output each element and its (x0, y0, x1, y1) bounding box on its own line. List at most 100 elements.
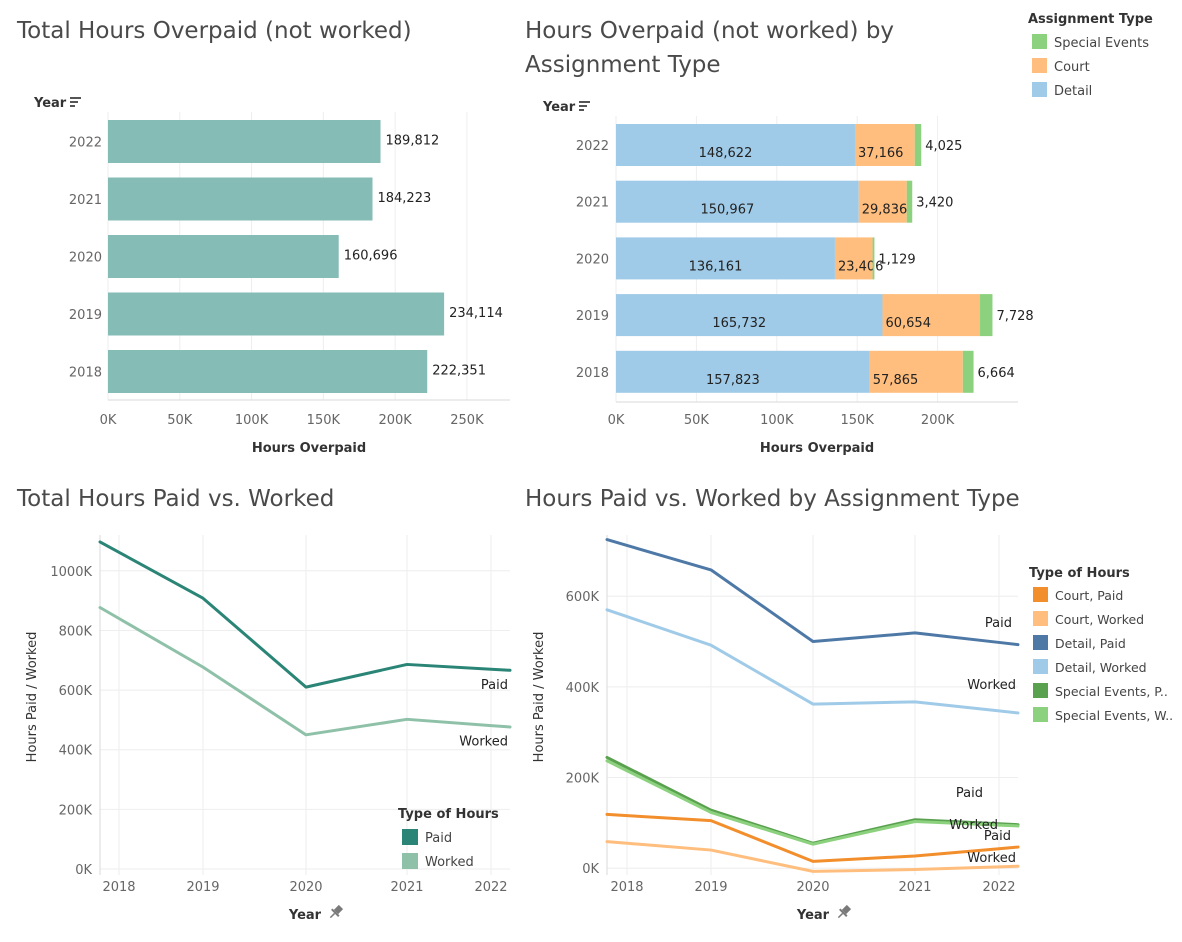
bar-segment (872, 237, 875, 280)
legend-swatch (1033, 635, 1048, 650)
bar (108, 292, 445, 336)
legend-label: Detail, Paid (1055, 636, 1126, 651)
segment-value-label: 7,728 (996, 309, 1033, 324)
y-tick-label: 2019 (69, 308, 102, 323)
legend-label: Special Events, W.. (1055, 708, 1173, 723)
chart-total-paid-vs-worked: Total Hours Paid vs. Worked 0K 200K 400K 600… (16, 486, 512, 923)
sort-icon[interactable] (579, 101, 590, 111)
legend-label: Court, Paid (1055, 588, 1123, 603)
bar-value-label: 222,351 (432, 364, 486, 379)
legend-swatch (1033, 611, 1048, 626)
x-tick-label: 2019 (186, 880, 219, 895)
series-line (98, 540, 512, 689)
pin-icon-base (839, 908, 848, 917)
legend-label: Court (1054, 60, 1090, 75)
x-tick-label: 150K (841, 413, 875, 428)
bar-value-label: 189,812 (386, 134, 440, 149)
series-line (605, 812, 1020, 863)
y-tick-label: 2018 (576, 366, 609, 381)
chart-title-line: Assignment Type (525, 52, 721, 78)
segment-value-label: 6,664 (978, 366, 1015, 381)
pin-icon-head (841, 904, 852, 915)
legend-label: Paid (425, 831, 452, 846)
pin-icon-head (333, 904, 344, 915)
x-tick-label: 200K (378, 413, 412, 428)
bar-segment (616, 294, 883, 337)
x-tick-label: 150K (307, 413, 341, 428)
segment-value-label: 136,161 (689, 259, 743, 274)
row-header-year: Year (33, 96, 67, 111)
x-tick-label: 200K (921, 413, 955, 428)
y-tick-label: 800K (59, 624, 93, 639)
y-axis-title: Hours Paid / Worked (25, 632, 40, 763)
x-axis-title: Year (288, 908, 322, 923)
legend-label: Detail (1054, 84, 1092, 99)
line-end-label: Paid (984, 829, 1011, 844)
sort-icon-bar (70, 105, 75, 107)
legend-swatch (1033, 707, 1048, 722)
y-tick-label: 600K (566, 590, 600, 605)
y-tick-label: 0K (582, 862, 599, 877)
legend-label: Detail, Worked (1055, 660, 1147, 675)
bar (108, 177, 373, 221)
legend-label: Special Events, P.. (1055, 684, 1168, 699)
x-tick-label: 2018 (102, 880, 135, 895)
row-header-year: Year (542, 100, 576, 115)
legend-title: Assignment Type (1028, 12, 1153, 27)
y-tick-label: 2022 (576, 139, 609, 154)
legend-title: Type of Hours (398, 807, 499, 822)
pin-icon-needle (329, 912, 336, 919)
line-end-label: Worked (459, 735, 508, 750)
x-tick-label: 0K (608, 413, 625, 428)
chart-paid-vs-worked-by-assignment: Hours Paid vs. Worked by Assignment Type… (525, 486, 1173, 923)
segment-value-label: 1,129 (878, 252, 915, 267)
x-tick-label: 2020 (289, 880, 322, 895)
sort-icon[interactable] (70, 97, 81, 107)
pin-icon (837, 904, 852, 919)
line-end-label: Worked (967, 851, 1016, 866)
bar-segment (616, 124, 855, 166)
segment-value-label: 3,420 (916, 196, 953, 211)
y-tick-label: 2020 (576, 252, 609, 267)
x-tick-label: 0K (100, 413, 117, 428)
sort-icon-bar (579, 109, 584, 111)
pin-icon-base (331, 908, 340, 917)
legend-swatch (402, 853, 418, 869)
x-tick-label: 2021 (390, 880, 423, 895)
bar-value-label: 184,223 (377, 191, 431, 206)
bar-segment (914, 124, 922, 166)
legend-swatch (402, 829, 418, 845)
x-tick-label: 50K (684, 413, 710, 428)
x-axis-title: Hours Overpaid (760, 441, 874, 456)
pin-icon-needle (837, 912, 844, 919)
y-tick-label: 400K (59, 744, 93, 759)
bar-segment (616, 237, 835, 280)
x-tick-label: 100K (760, 413, 794, 428)
legend-swatch (1032, 58, 1047, 73)
y-tick-label: 400K (566, 681, 600, 696)
line-end-label: Paid (956, 786, 983, 801)
segment-value-label: 165,732 (712, 316, 766, 331)
segment-value-label: 37,166 (858, 146, 904, 161)
bar-segment (616, 350, 870, 393)
legend-swatch (1033, 683, 1048, 698)
x-tick-label: 2019 (694, 880, 727, 895)
bar (108, 235, 339, 278)
y-tick-label: 2021 (69, 193, 102, 208)
chart-title: Hours Paid vs. Worked by Assignment Type (525, 486, 1020, 512)
bar (108, 350, 428, 393)
x-tick-label: 2020 (796, 880, 829, 895)
segment-value-label: 4,025 (925, 139, 962, 154)
sort-icon-bar (70, 101, 78, 103)
series-line (605, 608, 1020, 715)
line-end-label: Worked (967, 678, 1016, 693)
x-tick-label: 250K (450, 413, 484, 428)
chart-title: Total Hours Overpaid (not worked) (16, 18, 412, 44)
legend-label: Court, Worked (1055, 612, 1144, 627)
x-tick-label: 2022 (982, 880, 1015, 895)
segment-value-label: 150,967 (700, 203, 754, 218)
segment-value-label: 148,622 (699, 146, 753, 161)
chart-title-line: Hours Overpaid (not worked) by (525, 18, 894, 44)
y-tick-label: 2021 (576, 196, 609, 211)
